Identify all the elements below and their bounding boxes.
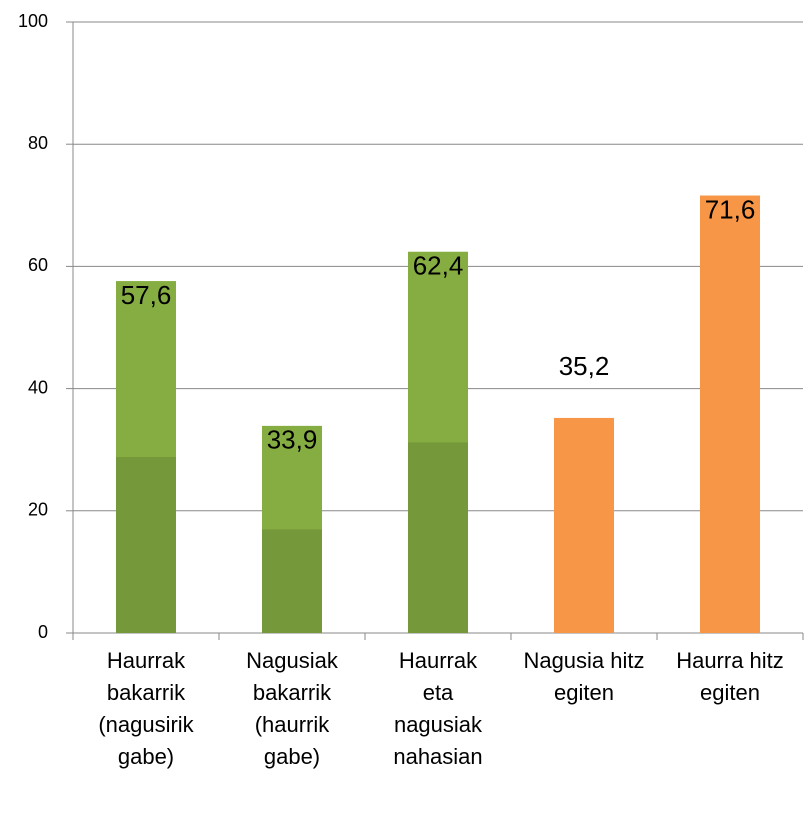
bar-shade <box>116 457 176 633</box>
bar-shade <box>262 529 322 633</box>
value-label: 71,6 <box>705 194 756 224</box>
bar <box>116 281 176 633</box>
y-tick-label: 20 <box>28 500 48 520</box>
value-label: 57,6 <box>121 280 172 310</box>
bar <box>554 417 614 633</box>
x-tick-label: Haurrak bakarrik (nagusirik gabe) <box>98 648 194 769</box>
value-label: 62,4 <box>413 251 464 281</box>
x-tick-label: Haurrak eta nagusiak nahasian <box>393 648 483 769</box>
x-tick-label: Haurra hitz egiten <box>676 648 784 705</box>
y-tick-label: 40 <box>28 377 48 397</box>
y-tick-label: 80 <box>28 133 48 153</box>
value-label: 35,2 <box>559 351 610 381</box>
bar-shade <box>408 442 468 633</box>
y-tick-label: 0 <box>38 622 48 642</box>
bar <box>262 425 322 633</box>
x-tick-label: Nagusia hitz egiten <box>523 648 645 705</box>
bar <box>700 195 760 634</box>
value-label: 33,9 <box>267 425 318 455</box>
y-tick-label: 60 <box>28 255 48 275</box>
y-tick-label: 100 <box>18 11 48 31</box>
x-tick-label: Nagusiak bakarrik (haurrik gabe) <box>246 648 338 769</box>
bar <box>408 251 468 633</box>
